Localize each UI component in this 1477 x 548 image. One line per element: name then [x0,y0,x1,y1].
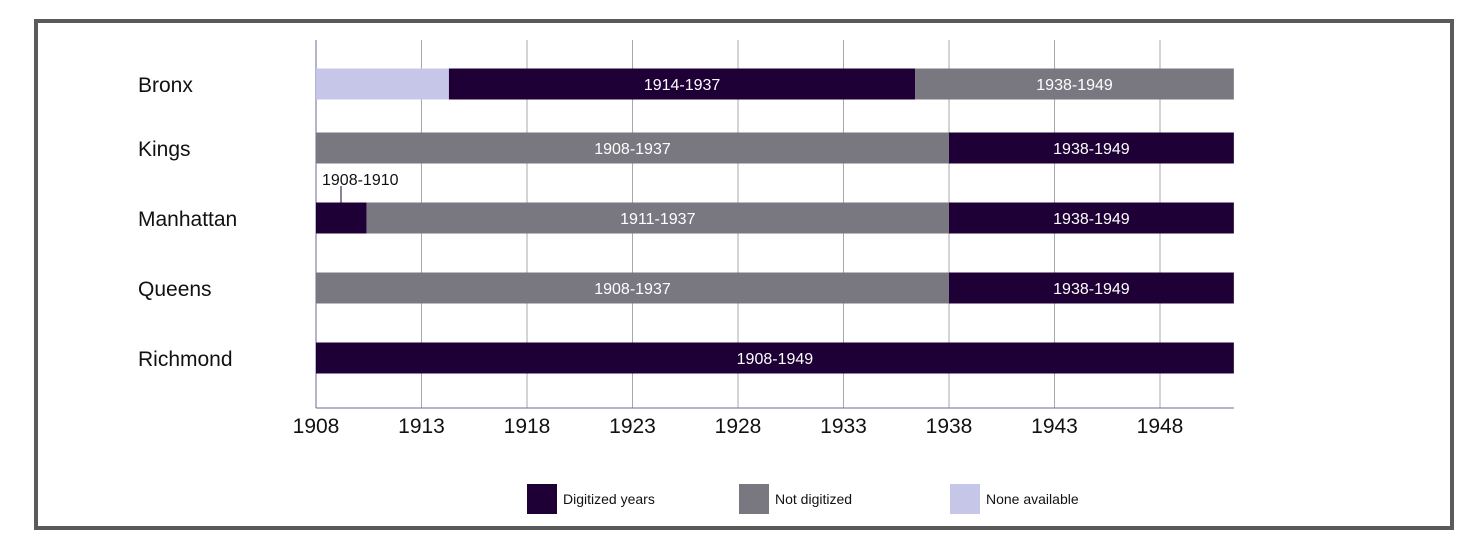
bar-segment-not-digitized [316,132,949,164]
x-tick-label: 1948 [1137,415,1184,438]
legend-swatch [950,484,980,514]
bar-segment-digitized [949,132,1234,164]
x-tick-label: 1913 [398,415,445,438]
x-tick-label: 1938 [926,415,973,438]
x-tick-label: 1918 [504,415,551,438]
bar-segment-not-digitized [915,68,1234,100]
bar-segment-label: 1938-1949 [1053,281,1130,298]
row-label-manhattan: Manhattan [138,208,237,231]
legend-label: Digitized years [563,491,655,507]
legend-item-digitized: Digitized years [527,484,655,514]
row-label-queens: Queens [138,278,212,301]
bar-segment-label: 1908-1949 [737,351,814,368]
legend-swatch [739,484,769,514]
bar-segment-label: 1938-1949 [1053,141,1130,158]
bar-segment-digitized [949,272,1234,304]
bar-segment-digitized [448,68,916,100]
x-tick-label: 1928 [715,415,762,438]
bar-segment-label: 1938-1949 [1036,77,1113,94]
bar-segment-label: 1914-1937 [644,77,721,94]
bar-segment-digitized [316,342,1234,374]
row-label-bronx: Bronx [138,74,193,97]
x-tick-label: 1943 [1031,415,1078,438]
legend-label: None available [986,491,1079,507]
bar-segment-label: 1908-1937 [594,141,671,158]
legend-item-none: None available [950,484,1079,514]
x-tick-label: 1908 [293,415,340,438]
legend-swatch [527,484,557,514]
bar-segment-label: 1938-1949 [1053,211,1130,228]
bar-segment-label: 1908-1937 [594,281,671,298]
x-tick-label: 1933 [820,415,867,438]
bar-segment-label: 1911-1937 [620,211,695,228]
chart-frame [34,19,1454,530]
bar-segment-not-digitized [366,202,949,234]
legend-label: Not digitized [775,491,853,507]
bar-segment-digitized [949,202,1234,234]
legend-item-not-digitized: Not digitized [739,484,852,514]
x-tick-label: 1923 [609,415,656,438]
bar-callout-label: 1908-1910 [322,172,399,189]
row-label-richmond: Richmond [138,348,233,371]
bar-segment-not-digitized [316,272,949,304]
row-label-kings: Kings [138,138,191,161]
bar-segment-none [316,68,449,100]
bar-segment-digitized [316,202,367,234]
